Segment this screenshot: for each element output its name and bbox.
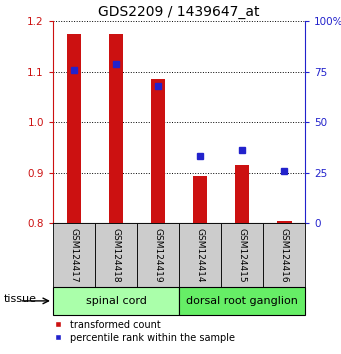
Title: GDS2209 / 1439647_at: GDS2209 / 1439647_at (98, 5, 260, 19)
Text: GSM124416: GSM124416 (280, 228, 289, 282)
Bar (179, 223, 221, 287)
Bar (221, 223, 263, 287)
Legend: transformed count, percentile rank within the sample: transformed count, percentile rank withi… (54, 320, 235, 343)
Text: dorsal root ganglion: dorsal root ganglion (186, 296, 298, 306)
Bar (179, 287, 305, 315)
Text: GSM124414: GSM124414 (195, 228, 205, 282)
Bar (53, 223, 95, 287)
Text: GSM124418: GSM124418 (112, 228, 120, 282)
Bar (151, 79, 165, 223)
Bar (137, 223, 179, 287)
Text: GSM124417: GSM124417 (69, 228, 78, 282)
Text: spinal cord: spinal cord (86, 296, 146, 306)
Text: GSM124415: GSM124415 (238, 228, 247, 282)
Text: tissue: tissue (3, 294, 36, 304)
Bar (193, 176, 207, 223)
Text: GSM124419: GSM124419 (153, 228, 163, 282)
Bar (277, 221, 292, 223)
Bar (53, 287, 179, 315)
Bar (95, 223, 137, 287)
Bar (235, 165, 250, 223)
Bar (263, 223, 305, 287)
Bar (66, 34, 81, 223)
Bar (108, 34, 123, 223)
